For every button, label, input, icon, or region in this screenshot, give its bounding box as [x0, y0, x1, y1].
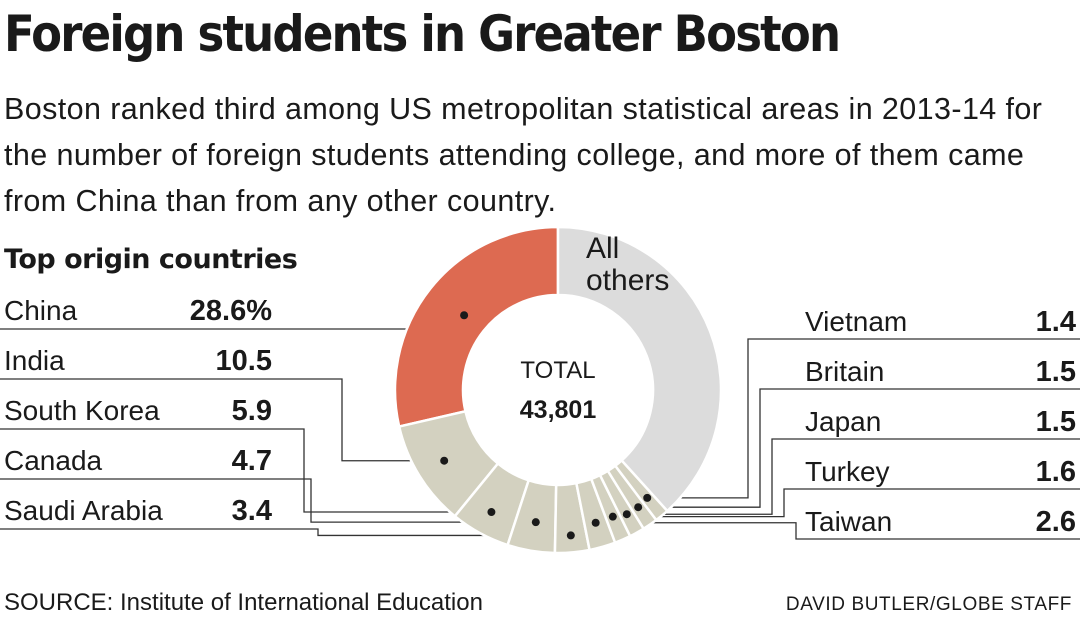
value-britain: 1.5 [1036, 356, 1076, 388]
center-total-value: 43,801 [520, 396, 597, 424]
leader-south-korea [0, 428, 492, 513]
leader-saudi-arabia [0, 528, 571, 537]
source-note: SOURCE: Institute of International Educa… [4, 589, 483, 616]
value-china: 28.6% [190, 295, 272, 327]
leader-taiwan [595, 522, 1080, 540]
leader-lines [0, 328, 1080, 540]
dot-britain [634, 503, 643, 512]
dot-turkey [608, 512, 617, 521]
value-canada: 4.7 [232, 445, 272, 477]
chart-title: Foreign students in Greater Boston [4, 5, 841, 63]
leader-dots [440, 311, 652, 540]
value-japan: 1.5 [1036, 406, 1076, 438]
value-turkey: 1.6 [1036, 456, 1076, 488]
label-saudi-arabia: Saudi Arabia [4, 495, 163, 526]
slice-china [393, 225, 560, 429]
dot-india [440, 456, 449, 465]
label-india: India [4, 345, 65, 376]
chart-subtitle: Boston ranked third among US metropolita… [4, 92, 1043, 218]
dot-china [460, 311, 469, 320]
leader-japan [626, 438, 1080, 515]
dot-canada [531, 518, 540, 527]
credit-note: DAVID BUTLER/GLOBE STAFF [785, 594, 1072, 615]
donut-slices [393, 225, 723, 555]
label-canada: Canada [4, 445, 103, 476]
slice-labels: China 28.6% India 10.5 South Korea 5.9 Canada 4… [4, 232, 1076, 538]
dot-taiwan [591, 518, 600, 527]
value-india: 10.5 [216, 345, 272, 377]
dot-saudi-arabia [566, 531, 575, 540]
leader-britain [638, 388, 1080, 508]
label-turkey: Turkey [805, 456, 890, 487]
label-taiwan: Taiwan [805, 506, 892, 537]
label-japan: Japan [805, 406, 881, 437]
dot-south-korea [487, 508, 496, 517]
leader-turkey [612, 488, 1080, 518]
dot-vietnam [643, 493, 652, 502]
value-taiwan: 2.6 [1036, 506, 1076, 538]
center-total-label: TOTAL [520, 357, 595, 384]
label-south-korea: South Korea [4, 395, 160, 426]
label-britain: Britain [805, 356, 884, 387]
value-vietnam: 1.4 [1036, 306, 1076, 338]
label-china: China [4, 295, 78, 326]
value-saudi-arabia: 3.4 [232, 495, 272, 527]
label-vietnam: Vietnam [805, 306, 907, 337]
leader-india [0, 378, 445, 462]
legend-heading: Top origin countries [4, 244, 298, 275]
value-south-korea: 5.9 [232, 395, 272, 427]
dot-japan [622, 510, 631, 519]
leader-vietnam [647, 338, 1080, 499]
leader-canada [0, 478, 536, 523]
slice-all-others [556, 225, 723, 513]
label-all-others: All others [586, 232, 669, 297]
